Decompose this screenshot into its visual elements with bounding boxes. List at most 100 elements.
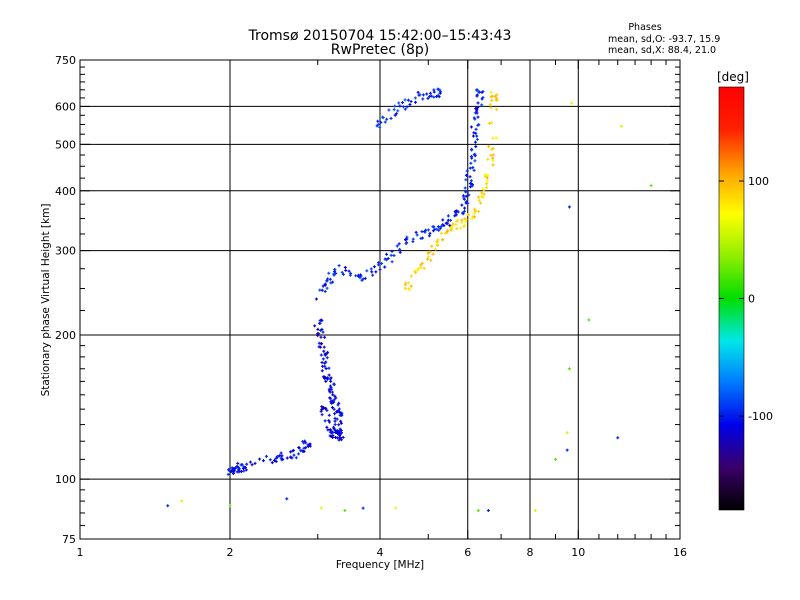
data-point: [446, 214, 450, 218]
data-point: [241, 466, 245, 470]
data-point: [409, 99, 413, 103]
data-point: [453, 214, 457, 218]
data-point: [331, 434, 335, 438]
data-point: [334, 271, 338, 275]
data-point: [487, 145, 491, 149]
data-point: [337, 423, 341, 427]
data-point: [236, 461, 240, 465]
data-point: [304, 446, 308, 450]
data-point: [398, 247, 402, 251]
data-point: [428, 91, 432, 95]
data-point: [475, 134, 479, 138]
data-point: [485, 186, 489, 190]
data-point: [268, 458, 272, 462]
data-point: [421, 97, 425, 101]
data-point: [279, 456, 283, 460]
data-point: [413, 96, 417, 100]
data-point: [294, 456, 298, 460]
y-tick-label: 400: [55, 185, 76, 198]
data-point: [333, 268, 337, 272]
data-point: [469, 179, 473, 183]
data-point: [229, 469, 233, 473]
data-point: [333, 412, 337, 416]
data-point: [228, 504, 232, 508]
data-point: [422, 266, 426, 270]
data-point: [322, 345, 326, 349]
data-point: [281, 457, 285, 461]
axis-ticks: [79, 59, 681, 540]
data-point: [334, 396, 338, 400]
data-point: [374, 270, 378, 274]
data-point: [321, 330, 325, 334]
data-point: [324, 406, 328, 410]
data-point: [237, 470, 241, 474]
data-point: [331, 280, 335, 284]
phases-header: Phases: [628, 22, 661, 33]
data-point: [279, 451, 283, 455]
data-point: [416, 90, 420, 94]
data-point: [292, 453, 296, 457]
data-point: [476, 101, 480, 105]
data-point: [380, 115, 384, 119]
data-point: [485, 176, 489, 180]
data-point: [567, 205, 571, 209]
data-points: [166, 87, 653, 513]
data-point: [463, 223, 467, 227]
data-point: [494, 136, 498, 140]
data-point: [467, 193, 471, 197]
x-axis-title: Frequency [MHz]: [336, 559, 424, 571]
data-point: [227, 468, 231, 472]
data-point: [442, 224, 446, 228]
data-point: [466, 213, 470, 217]
data-point: [455, 219, 459, 223]
data-point: [390, 260, 394, 264]
data-point: [431, 225, 435, 229]
data-point: [438, 226, 442, 230]
data-point: [274, 460, 278, 464]
data-point: [323, 282, 327, 286]
data-point: [320, 327, 324, 331]
data-point: [471, 134, 475, 138]
data-point: [320, 360, 324, 364]
data-point: [320, 407, 324, 411]
series-sporadic-echoes: [166, 101, 653, 513]
data-point: [235, 465, 239, 469]
data-point: [491, 163, 495, 167]
data-point: [398, 250, 402, 254]
data-point: [488, 121, 492, 125]
data-point: [533, 509, 537, 513]
data-point: [616, 436, 620, 440]
data-point: [407, 281, 411, 285]
data-point: [432, 88, 436, 92]
data-point: [320, 369, 324, 373]
data-point: [333, 394, 337, 398]
data-point: [335, 431, 339, 435]
data-point: [272, 458, 276, 462]
data-point: [483, 173, 487, 177]
data-point: [426, 228, 430, 232]
data-point: [326, 428, 330, 432]
data-point: [449, 218, 453, 222]
data-point: [454, 223, 458, 227]
data-point: [320, 405, 324, 409]
x-tick-label: 6: [464, 546, 471, 559]
data-point: [427, 234, 431, 238]
data-point: [495, 98, 499, 102]
data-point: [302, 446, 306, 450]
data-point: [378, 125, 382, 129]
data-point: [444, 221, 448, 225]
data-point: [435, 242, 439, 246]
y-tick-label: 75: [62, 533, 76, 546]
data-point: [490, 98, 494, 102]
data-point: [378, 268, 382, 272]
data-point: [490, 147, 494, 151]
data-point: [361, 277, 365, 281]
data-point: [232, 470, 236, 474]
data-point: [430, 244, 434, 248]
data-point: [280, 454, 284, 458]
x-tick-label: 8: [527, 546, 534, 559]
data-point: [477, 210, 481, 214]
x-tick-label: 1: [77, 546, 84, 559]
data-point: [472, 153, 476, 157]
colorbar-tick-label: 100: [748, 175, 769, 188]
